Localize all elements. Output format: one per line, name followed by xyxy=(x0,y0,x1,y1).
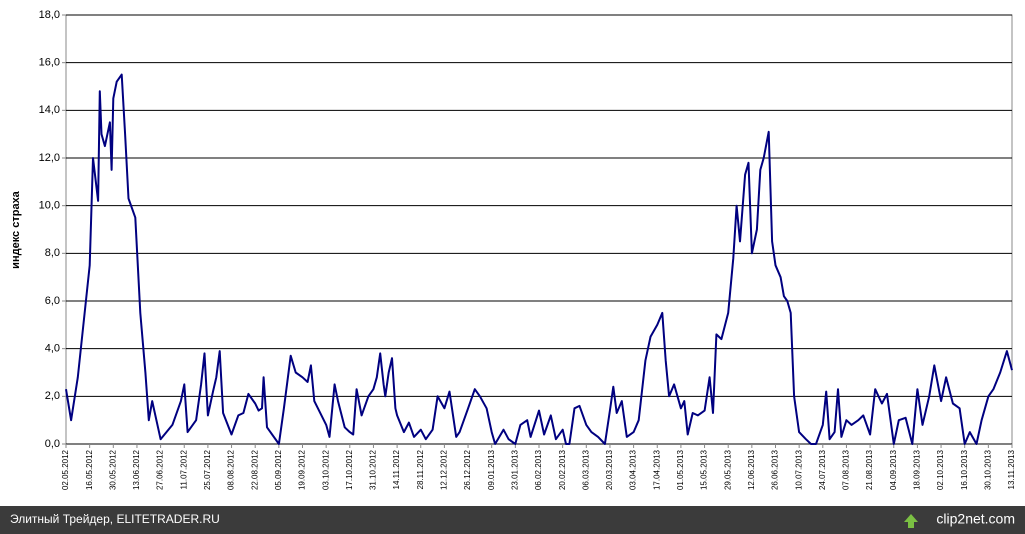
x-tick-label: 06.03.2013 xyxy=(581,449,590,490)
x-tick-label: 17.10.2012 xyxy=(345,449,354,490)
x-tick-label: 17.04.2013 xyxy=(652,449,661,490)
x-tick-label: 29.05.2013 xyxy=(723,449,732,490)
x-tick-label: 03.10.2012 xyxy=(321,449,330,490)
x-tick-label: 06.02.2013 xyxy=(534,449,543,490)
x-tick-label: 14.11.2012 xyxy=(392,449,401,489)
y-tick-label: 6,0 xyxy=(45,295,60,307)
y-tick-label: 14,0 xyxy=(39,104,60,116)
logo-icon xyxy=(904,514,918,528)
x-tick-label: 25.07.2012 xyxy=(203,449,212,490)
x-tick-label: 31.10.2012 xyxy=(369,449,378,490)
x-tick-label: 12.06.2013 xyxy=(747,449,756,490)
y-tick-label: 16,0 xyxy=(39,57,60,69)
y-tick-label: 0,0 xyxy=(45,438,60,450)
x-tick-label: 30.10.2013 xyxy=(983,449,992,490)
x-tick-label: 05.09.2012 xyxy=(274,449,283,490)
x-tick-label: 30.05.2012 xyxy=(108,449,117,490)
x-tick-label: 04.09.2013 xyxy=(889,449,898,490)
x-tick-label: 02.05.2012 xyxy=(61,449,70,490)
y-axis-label: индекс страха xyxy=(10,190,22,269)
y-tick-label: 18,0 xyxy=(39,9,60,21)
x-tick-label: 07.08.2013 xyxy=(842,449,851,490)
x-tick-label: 13.06.2012 xyxy=(132,449,141,490)
x-tick-label: 16.05.2012 xyxy=(85,449,94,490)
x-tick-label: 03.04.2013 xyxy=(629,449,638,490)
x-tick-label: 12.12.2012 xyxy=(440,449,449,490)
x-tick-label: 27.06.2012 xyxy=(156,449,165,490)
x-tick-label: 10.07.2013 xyxy=(794,449,803,490)
x-tick-label: 20.02.2013 xyxy=(558,449,567,490)
x-tick-label: 16.10.2013 xyxy=(960,449,969,490)
y-tick-label: 12,0 xyxy=(39,152,60,164)
x-tick-label: 09.01.2013 xyxy=(487,449,496,490)
x-tick-label: 19.09.2012 xyxy=(298,449,307,490)
y-tick-label: 10,0 xyxy=(39,200,60,212)
data-line xyxy=(65,73,1013,445)
x-tick-label: 26.06.2013 xyxy=(771,449,780,490)
y-tick-label: 8,0 xyxy=(45,247,60,259)
x-tick-label: 20.03.2013 xyxy=(605,449,614,490)
footer-bar xyxy=(0,506,1025,534)
y-tick-label: 2,0 xyxy=(45,390,60,402)
x-tick-label: 24.07.2013 xyxy=(818,449,827,490)
x-tick-label: 23.01.2013 xyxy=(510,449,519,490)
x-tick-label: 22.08.2012 xyxy=(250,449,259,490)
logo: clip2net.com xyxy=(936,511,1015,527)
x-tick-label: 11.07.2012 xyxy=(179,449,188,489)
x-tick-label: 08.08.2012 xyxy=(227,449,236,490)
x-tick-label: 26.12.2012 xyxy=(463,449,472,490)
x-tick-label: 01.05.2013 xyxy=(676,449,685,490)
x-tick-label: 15.05.2013 xyxy=(700,449,709,490)
x-tick-label: 02.10.2013 xyxy=(936,449,945,490)
footer-caption: Элитный Трейдер, ELITETRADER.RU xyxy=(10,512,220,526)
x-tick-label: 13.11.2013 xyxy=(1007,449,1016,489)
x-tick-label: 18.09.2013 xyxy=(913,449,922,490)
x-tick-label: 28.11.2012 xyxy=(416,449,425,489)
y-tick-label: 4,0 xyxy=(45,343,60,355)
x-tick-label: 21.08.2013 xyxy=(865,449,874,490)
